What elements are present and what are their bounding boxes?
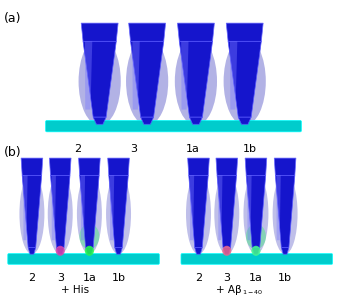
Polygon shape <box>132 41 140 110</box>
Ellipse shape <box>79 224 99 249</box>
Ellipse shape <box>78 37 121 126</box>
Polygon shape <box>189 117 202 124</box>
Ellipse shape <box>56 246 65 256</box>
Ellipse shape <box>19 173 44 254</box>
Polygon shape <box>181 41 188 110</box>
Ellipse shape <box>246 224 266 249</box>
FancyBboxPatch shape <box>181 254 332 264</box>
Polygon shape <box>49 158 71 175</box>
Polygon shape <box>230 41 237 110</box>
Polygon shape <box>277 175 281 240</box>
Polygon shape <box>109 175 128 247</box>
Text: 1b: 1b <box>243 144 257 154</box>
Ellipse shape <box>126 37 168 126</box>
Polygon shape <box>247 175 252 240</box>
Polygon shape <box>52 175 56 240</box>
Polygon shape <box>57 247 64 254</box>
Text: 2: 2 <box>28 273 35 284</box>
FancyBboxPatch shape <box>45 120 302 132</box>
Text: 1b: 1b <box>111 273 126 284</box>
Polygon shape <box>93 117 106 124</box>
Ellipse shape <box>223 37 266 126</box>
Polygon shape <box>115 247 122 254</box>
Ellipse shape <box>186 173 211 254</box>
Ellipse shape <box>244 173 269 254</box>
Polygon shape <box>81 175 85 240</box>
Polygon shape <box>228 41 261 117</box>
Polygon shape <box>22 175 42 247</box>
Polygon shape <box>80 175 99 247</box>
Ellipse shape <box>273 173 298 254</box>
Polygon shape <box>188 158 209 175</box>
Polygon shape <box>223 247 231 254</box>
Polygon shape <box>86 247 93 254</box>
Text: 3: 3 <box>57 273 64 284</box>
Text: 2: 2 <box>75 144 82 154</box>
Polygon shape <box>179 41 212 117</box>
Text: 1a: 1a <box>186 144 200 154</box>
Text: + His: + His <box>61 285 89 296</box>
Polygon shape <box>81 23 118 41</box>
Polygon shape <box>130 41 164 117</box>
Polygon shape <box>28 247 36 254</box>
Text: (a): (a) <box>3 12 21 25</box>
Polygon shape <box>246 175 266 247</box>
Polygon shape <box>85 41 92 110</box>
Ellipse shape <box>175 37 217 126</box>
Polygon shape <box>51 175 70 247</box>
Polygon shape <box>195 247 202 254</box>
Polygon shape <box>141 117 154 124</box>
Polygon shape <box>245 158 267 175</box>
Ellipse shape <box>251 246 261 256</box>
Text: 1a: 1a <box>83 273 96 284</box>
Polygon shape <box>252 247 260 254</box>
Polygon shape <box>190 175 194 240</box>
Text: 3: 3 <box>223 273 230 284</box>
Polygon shape <box>226 23 263 41</box>
FancyBboxPatch shape <box>8 254 159 264</box>
Polygon shape <box>129 23 166 41</box>
Text: $_{1-40}$: $_{1-40}$ <box>242 288 263 297</box>
Polygon shape <box>217 175 237 247</box>
Ellipse shape <box>222 246 231 256</box>
Polygon shape <box>276 175 295 247</box>
Text: 1b: 1b <box>278 273 292 284</box>
Polygon shape <box>216 158 238 175</box>
Ellipse shape <box>106 173 131 254</box>
Polygon shape <box>83 41 116 117</box>
Polygon shape <box>281 247 289 254</box>
Polygon shape <box>177 23 214 41</box>
Polygon shape <box>274 158 296 175</box>
Ellipse shape <box>77 173 102 254</box>
Polygon shape <box>238 117 251 124</box>
Ellipse shape <box>85 246 94 256</box>
Text: + Aβ: + Aβ <box>216 285 242 296</box>
Ellipse shape <box>48 173 73 254</box>
Text: 1a: 1a <box>249 273 263 284</box>
Polygon shape <box>218 175 222 240</box>
Text: (b): (b) <box>3 146 21 159</box>
Polygon shape <box>78 158 100 175</box>
Polygon shape <box>108 158 129 175</box>
Text: 2: 2 <box>195 273 202 284</box>
Ellipse shape <box>214 173 239 254</box>
Polygon shape <box>23 175 28 240</box>
Polygon shape <box>21 158 43 175</box>
Polygon shape <box>110 175 114 240</box>
Text: 3: 3 <box>130 144 137 154</box>
Polygon shape <box>189 175 208 247</box>
